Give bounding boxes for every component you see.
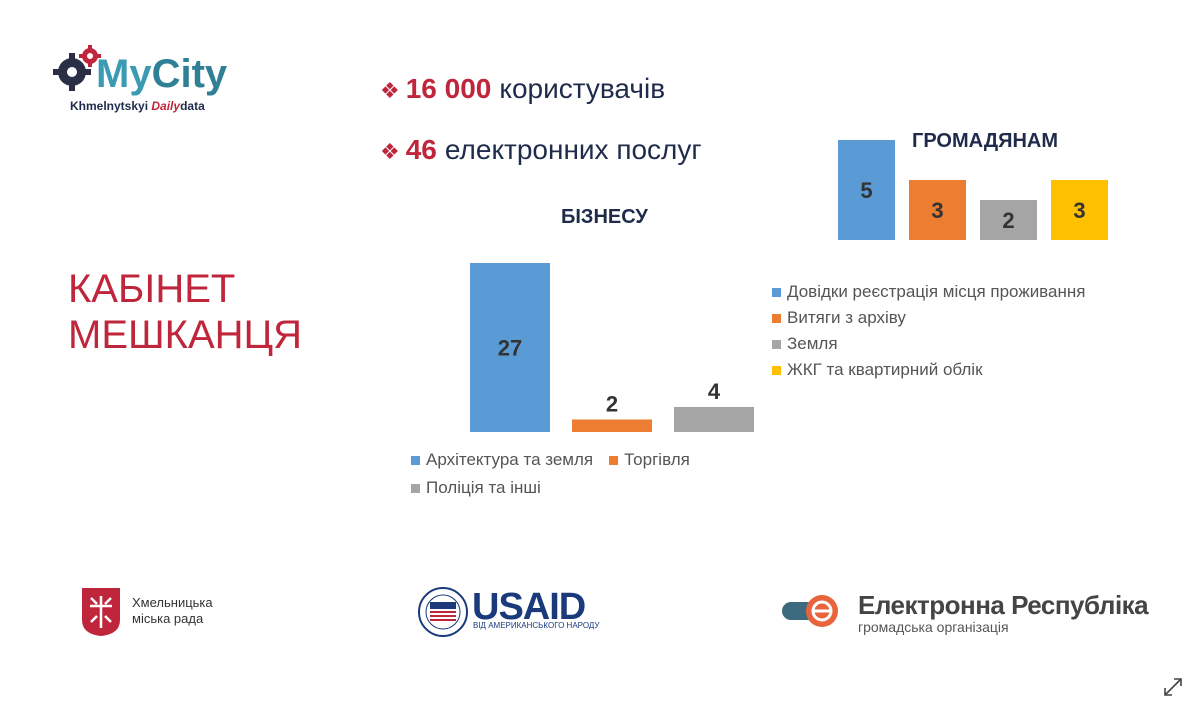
- logo-title: MyCity: [96, 52, 228, 96]
- chart-business-bar: [572, 419, 652, 432]
- legend-swatch: [772, 313, 781, 323]
- chart-citizens-bar: [980, 200, 1037, 240]
- chart-business: 27 2 4: [470, 263, 754, 432]
- page-title: КАБІНЕТ МЕШКАНЦЯ: [68, 267, 303, 357]
- usaid-title: USAID: [472, 586, 586, 628]
- chart-citizens-data-label: 5: [860, 178, 872, 203]
- legend-item: Архітектура та земля: [411, 450, 593, 470]
- khmelnytskyi-council-label: Хмельницька міська рада: [132, 595, 213, 626]
- legend-label: Витяги з архіву: [787, 308, 906, 327]
- legend-swatch: [772, 365, 781, 375]
- chart-citizens: 5 3 2 3: [838, 140, 1108, 240]
- chart-business-data-label: 2: [606, 391, 618, 416]
- legend-item: Земля: [772, 334, 1085, 354]
- diamond-bullet-icon: ❖: [380, 78, 400, 103]
- khmelnytskyi-coat-of-arms-icon: [82, 588, 120, 636]
- chart-business-title: БІЗНЕСУ: [561, 206, 648, 228]
- chart-citizens-data-label: 3: [1073, 198, 1085, 223]
- usaid-subtitle: ВІД АМЕРИКАНСЬКОГО НАРОДУ: [473, 621, 600, 630]
- chart-business-bar: [674, 406, 754, 432]
- logo-subtitle: Khmelnytskyi Dailydata: [70, 99, 205, 113]
- stat-services: ❖ 46 електронних послуг: [380, 134, 702, 165]
- legend-swatch: [772, 339, 781, 349]
- legend-label: ЖКГ та квартирний облік: [787, 360, 983, 379]
- chart-citizens-data-label: 2: [1002, 208, 1014, 233]
- e-republic-logo-icon: [782, 595, 838, 627]
- chart-citizens-bar: [838, 140, 895, 240]
- expand-icon[interactable]: [1162, 676, 1184, 698]
- chart-business-legend: Архітектура та земля Торгівля Поліція та і…: [411, 450, 741, 506]
- legend-label: Довідки реєстрація місця проживання: [787, 282, 1086, 301]
- chart-citizens-legend: Довідки реєстрація місця проживання Витяг…: [772, 282, 1085, 386]
- legend-label: Земля: [787, 334, 838, 353]
- chart-business-data-label: 4: [708, 379, 721, 404]
- legend-swatch: [772, 287, 781, 297]
- legend-item: Витяги з архіву: [772, 308, 1085, 328]
- legend-swatch: [411, 455, 420, 465]
- legend-swatch: [411, 483, 420, 493]
- chart-citizens-bar: [909, 180, 966, 240]
- usaid-seal-icon: [418, 587, 468, 637]
- e-republic-title: Електронна Республіка: [858, 590, 1149, 620]
- chart-citizens-bar: [1051, 180, 1108, 240]
- chart-business-bar: [470, 263, 550, 432]
- legend-swatch: [609, 455, 619, 465]
- legend-item: Торгівля: [609, 450, 690, 470]
- legend-item: ЖКГ та квартирний облік: [772, 360, 1085, 380]
- chart-business-data-label: 27: [498, 336, 522, 361]
- legend-label: Поліція та інші: [426, 478, 541, 497]
- stat-users: ❖ 16 000 користувачів: [380, 73, 666, 104]
- mycity-logo-icon: [53, 45, 101, 91]
- chart-citizens-data-label: 3: [931, 198, 943, 223]
- legend-label: Торгівля: [624, 450, 690, 469]
- diamond-bullet-icon: ❖: [380, 139, 400, 164]
- chart-citizens-title: ГРОМАДЯНАМ: [912, 130, 1058, 152]
- legend-item: Довідки реєстрація місця проживання: [772, 282, 1085, 302]
- legend-item: Поліція та інші: [411, 478, 711, 498]
- e-republic-subtitle: громадська організація: [858, 619, 1009, 635]
- legend-label: Архітектура та земля: [426, 450, 594, 469]
